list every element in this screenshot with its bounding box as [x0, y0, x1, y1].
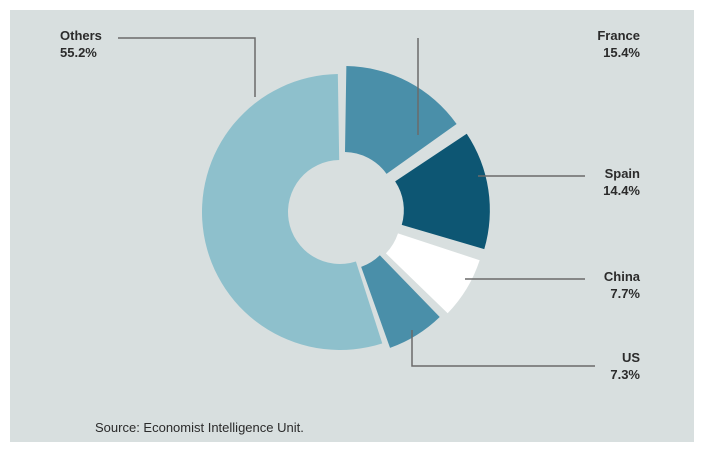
slice-value-china: 7.7% — [610, 286, 640, 301]
slice-value-others: 55.2% — [60, 45, 97, 60]
slice-name-france: France — [597, 28, 640, 43]
slice-name-us: US — [622, 350, 640, 365]
source-note: Source: Economist Intelligence Unit. — [95, 420, 304, 435]
slice-value-us: 7.3% — [610, 367, 640, 382]
label-group: France 15.4% Spain 14.4% China 7.7% US 7.3% Othe… — [60, 28, 641, 382]
slice-france — [345, 66, 457, 174]
slice-name-spain: Spain — [605, 166, 640, 181]
slice-name-others: Others — [60, 28, 102, 43]
slice-value-spain: 14.4% — [603, 183, 640, 198]
slice-group — [201, 66, 490, 351]
slice-value-france: 15.4% — [603, 45, 640, 60]
slice-us — [361, 255, 440, 348]
slice-china — [385, 233, 480, 314]
slice-spain — [395, 133, 490, 250]
leader-line-group — [118, 37, 595, 367]
leader-line-us — [411, 330, 595, 367]
slice-name-china: China — [604, 269, 641, 284]
leader-line-others — [118, 37, 256, 97]
slice-others — [201, 74, 383, 351]
